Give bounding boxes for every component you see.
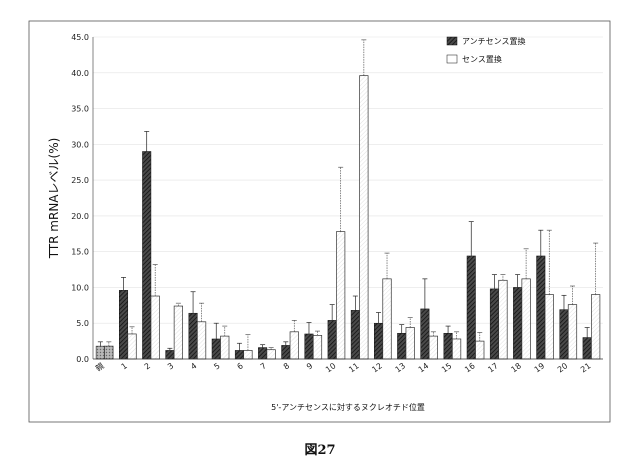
bar-sense-parent [105,346,114,359]
bar-sense-5 [221,336,230,359]
bar-sense-13 [406,328,415,359]
bar-antisense-1 [119,290,128,359]
x-axis-title: 5'-アンチセンスに対するヌクレオチド位置 [271,402,425,412]
legend-label-antisense: アンチセンス置換 [462,36,526,46]
bar-antisense-14 [421,309,430,359]
bar-antisense-16 [467,256,476,359]
bar-antisense-11 [351,310,360,359]
y-axis-title: TTR mRNAレベル(%) [47,138,61,260]
bar-sense-4 [197,322,206,359]
bar-sense-20 [568,305,577,359]
y-tick-label: 25.0 [71,176,89,185]
bar-antisense-4 [189,313,198,359]
bar-antisense-18 [513,287,522,359]
bar-sense-11 [360,76,369,359]
bar-sense-6 [244,350,253,359]
legend-label-sense: センス置換 [462,54,502,64]
bar-antisense-12 [374,323,383,359]
y-tick-label: 30.0 [71,140,89,149]
bar-antisense-parent [96,346,105,359]
y-tick-label: 10.0 [71,283,89,292]
bar-sense-19 [545,295,554,359]
y-tick-label: 20.0 [71,212,89,221]
bar-antisense-19 [537,256,546,359]
bar-antisense-10 [328,320,337,359]
y-tick-label: 5.0 [76,319,89,328]
bar-sense-16 [476,341,485,359]
bar-sense-1 [128,334,137,359]
bar-antisense-3 [166,350,175,359]
bar-antisense-2 [142,151,151,359]
bar-sense-12 [383,279,392,359]
legend-swatch-sense [447,55,457,63]
bar-sense-15 [452,339,461,359]
chart-frame [29,21,610,422]
bar-antisense-7 [258,348,267,359]
bar-antisense-17 [490,289,499,359]
bar-sense-18 [522,279,531,359]
y-tick-label: 45.0 [71,33,89,42]
bar-antisense-13 [397,333,406,359]
figure-caption: 図27 [304,443,335,458]
y-tick-label: 15.0 [71,248,89,257]
bar-antisense-6 [235,350,244,359]
bar-antisense-5 [212,339,221,359]
bar-sense-7 [267,350,276,359]
bar-antisense-9 [305,334,314,359]
bar-sense-10 [336,232,345,359]
bar-sense-14 [429,336,438,359]
bar-sense-2 [151,296,160,359]
y-tick-label: 35.0 [71,105,89,114]
bar-antisense-8 [282,345,291,359]
bar-sense-9 [313,335,322,359]
bar-sense-17 [499,280,508,359]
bar-sense-3 [174,306,183,359]
bar-sense-21 [591,295,600,359]
legend-swatch-antisense [447,37,457,45]
bar-sense-8 [290,332,299,359]
y-tick-label: 40.0 [71,69,89,78]
bar-antisense-20 [560,310,569,359]
bar-antisense-21 [583,338,592,359]
bar-antisense-15 [444,333,453,359]
y-tick-label: 0.0 [76,355,89,364]
